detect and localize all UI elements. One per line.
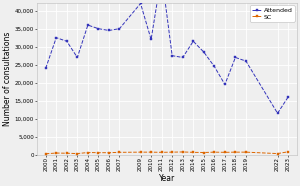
SC — [244, 151, 248, 153]
Attended — [212, 65, 216, 68]
SC — [223, 151, 227, 153]
SC — [139, 151, 142, 153]
Attended — [170, 54, 174, 57]
SC — [160, 151, 164, 153]
SC — [44, 153, 47, 155]
SC — [181, 151, 184, 153]
Attended — [118, 28, 121, 30]
SC — [276, 153, 279, 155]
Attended — [234, 56, 237, 59]
SC — [149, 151, 153, 153]
Attended — [107, 29, 111, 32]
Attended — [139, 2, 142, 5]
SC — [234, 151, 237, 153]
Attended — [97, 28, 100, 30]
Attended — [276, 112, 279, 114]
SC — [170, 151, 174, 153]
SC — [202, 151, 206, 154]
Attended — [202, 51, 206, 53]
SC — [97, 152, 100, 154]
SC — [65, 152, 69, 154]
Legend: Attended, SC: Attended, SC — [250, 5, 295, 22]
SC — [212, 151, 216, 153]
Y-axis label: Number of consultations: Number of consultations — [4, 32, 13, 126]
Attended — [86, 24, 90, 26]
SC — [76, 153, 79, 155]
Line: SC: SC — [44, 150, 290, 155]
Attended — [76, 56, 79, 59]
X-axis label: Year: Year — [159, 174, 175, 182]
Attended — [149, 38, 153, 41]
SC — [191, 151, 195, 153]
Line: Attended: Attended — [44, 0, 290, 115]
SC — [107, 152, 111, 154]
SC — [118, 151, 121, 153]
Attended — [181, 56, 184, 59]
Attended — [244, 60, 248, 62]
SC — [54, 152, 58, 154]
Attended — [54, 37, 58, 39]
Attended — [65, 40, 69, 42]
Attended — [44, 67, 47, 69]
Attended — [223, 83, 227, 86]
SC — [286, 151, 290, 153]
Attended — [191, 40, 195, 42]
Attended — [286, 96, 290, 98]
SC — [86, 151, 90, 154]
